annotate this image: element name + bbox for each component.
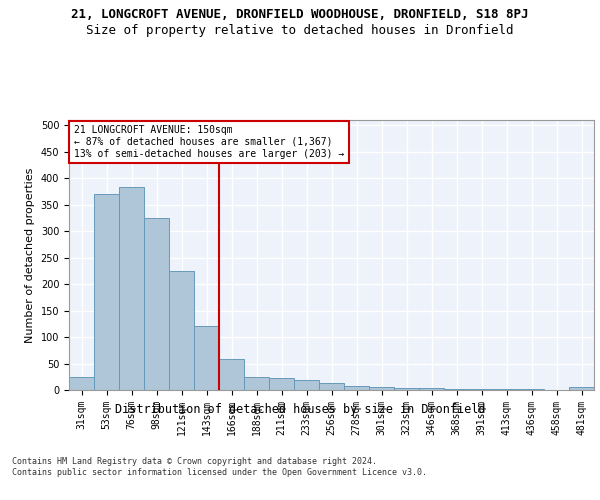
Bar (169, 271, 194, 390)
Text: Size of property relative to detached houses in Dronfield: Size of property relative to detached ho… (86, 24, 514, 37)
Bar (269, 378, 294, 390)
Text: 21 LONGCROFT AVENUE: 150sqm
← 87% of detached houses are smaller (1,367)
13% of : 21 LONGCROFT AVENUE: 150sqm ← 87% of det… (74, 126, 344, 158)
Bar (419, 388, 444, 390)
Bar (219, 360, 244, 390)
Bar (94, 194, 119, 390)
Bar (144, 218, 169, 390)
Text: Distribution of detached houses by size in Dronfield: Distribution of detached houses by size … (115, 402, 485, 415)
Bar (119, 187, 144, 390)
Y-axis label: Number of detached properties: Number of detached properties (25, 168, 35, 342)
Bar (319, 382, 344, 390)
Bar (569, 388, 594, 390)
Bar (294, 380, 319, 390)
Bar (244, 377, 269, 390)
Text: Contains HM Land Registry data © Crown copyright and database right 2024.
Contai: Contains HM Land Registry data © Crown c… (12, 458, 427, 477)
Text: 21, LONGCROFT AVENUE, DRONFIELD WOODHOUSE, DRONFIELD, S18 8PJ: 21, LONGCROFT AVENUE, DRONFIELD WOODHOUS… (71, 8, 529, 20)
Bar (194, 326, 219, 390)
Bar (394, 388, 419, 390)
Bar (69, 377, 94, 390)
Bar (369, 388, 394, 390)
Bar (344, 386, 369, 390)
